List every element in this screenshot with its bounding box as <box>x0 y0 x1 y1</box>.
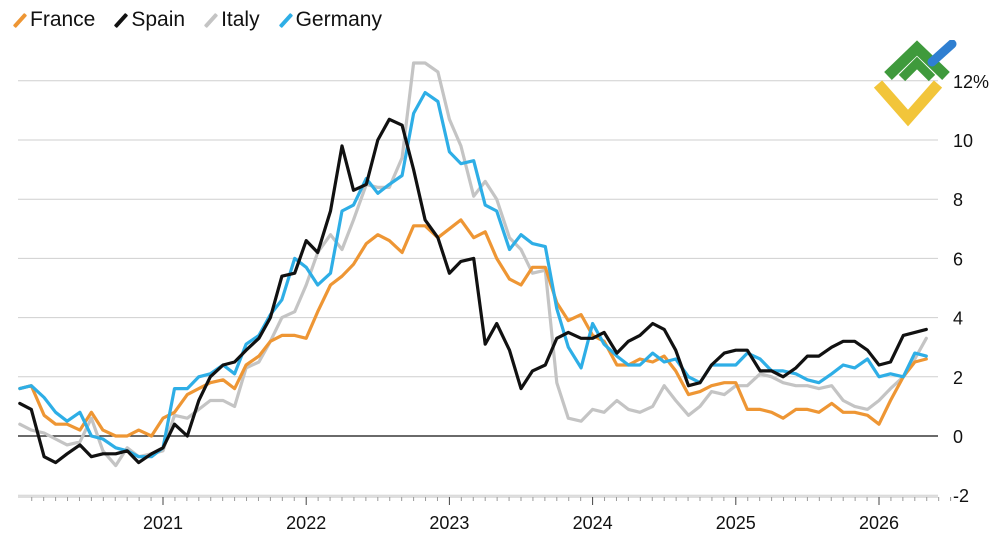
x-tick-label: 2021 <box>143 513 183 533</box>
x-tick-label: 2026 <box>859 513 899 533</box>
brand-logo <box>873 40 957 127</box>
y-tick-label: 6 <box>953 249 963 269</box>
y-tick-label: 8 <box>953 190 963 210</box>
y-tick-label: 12% <box>953 72 989 92</box>
y-axis-labels: -2 0 2 4 6 8 10 12% <box>953 72 989 506</box>
y-tick-label: 4 <box>953 309 963 329</box>
gridlines <box>18 80 938 496</box>
legend-label: Italy <box>221 8 260 31</box>
legend-item-italy: Italy <box>203 8 260 32</box>
legend-swatch <box>203 12 219 28</box>
series-line-france <box>18 218 928 438</box>
x-tick-label: 2024 <box>573 513 613 533</box>
x-tick-label: 2025 <box>716 513 756 533</box>
legend-label: Spain <box>131 8 186 31</box>
y-tick-label: -2 <box>953 486 969 506</box>
y-tick-label: 0 <box>953 427 963 447</box>
legend-item-france: France <box>12 8 96 32</box>
legend-item-spain: Spain <box>114 8 186 32</box>
legend-item-germany: Germany <box>278 8 382 32</box>
series-line-germany <box>18 91 928 459</box>
series-lines <box>18 61 928 468</box>
x-tick-label: 2023 <box>429 513 469 533</box>
legend: France Spain Italy Germany <box>12 8 382 32</box>
series-line-italy <box>18 61 928 468</box>
legend-swatch <box>114 12 129 28</box>
y-tick-label: 10 <box>953 131 973 151</box>
x-axis: 2021 2022 2023 2024 2025 2026 <box>18 496 952 533</box>
legend-label: Germany <box>295 8 382 31</box>
series-line-spain <box>18 117 928 465</box>
legend-label: France <box>30 8 96 31</box>
y-tick-label: 2 <box>953 368 963 388</box>
x-tick-label: 2022 <box>286 513 326 533</box>
legend-swatch <box>278 12 293 28</box>
